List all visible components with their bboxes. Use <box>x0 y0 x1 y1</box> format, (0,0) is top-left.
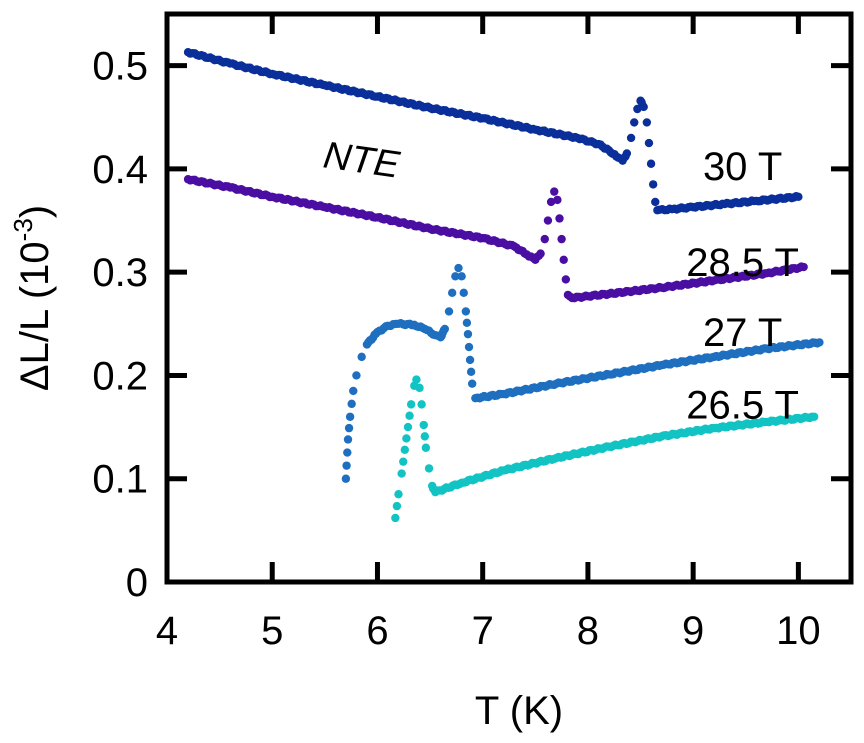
data-point <box>357 352 366 362</box>
y-tick-label: 0.2 <box>92 354 148 398</box>
data-point <box>399 457 408 466</box>
y-axis-title-exponent: -3 <box>8 218 38 241</box>
data-point <box>646 159 656 168</box>
data-point <box>559 255 568 264</box>
data-point <box>415 383 424 393</box>
series-layer <box>183 48 824 523</box>
data-point <box>557 234 566 244</box>
data-point <box>459 288 468 298</box>
data-point <box>440 324 450 334</box>
data-point <box>461 307 471 316</box>
y-axis-title-close: ) <box>13 205 57 218</box>
series-label: 27 T <box>703 311 782 355</box>
x-tick-label: 9 <box>682 609 704 653</box>
data-point <box>451 272 460 281</box>
data-point <box>421 443 431 452</box>
data-point <box>444 307 454 316</box>
data-point <box>349 386 358 396</box>
data-point <box>341 474 351 483</box>
series-26-5-T <box>391 375 819 523</box>
data-point <box>799 262 808 272</box>
data-point <box>406 400 416 409</box>
data-point <box>447 288 457 298</box>
data-point <box>540 234 549 244</box>
series-30-T <box>183 48 803 215</box>
data-point <box>815 338 824 347</box>
data-point <box>550 187 559 196</box>
data-point <box>648 180 658 189</box>
data-point <box>420 432 430 441</box>
x-tick-label: 4 <box>156 609 178 653</box>
y-tick-label: 0.5 <box>92 45 148 89</box>
data-point <box>463 329 473 339</box>
data-point <box>405 411 414 420</box>
data-point <box>622 149 632 158</box>
y-tick-label: 0.1 <box>92 458 148 502</box>
data-point <box>639 102 648 112</box>
y-tick-label: 0.4 <box>92 148 148 192</box>
series-label: 26.5 T <box>686 383 799 427</box>
data-point <box>394 490 403 499</box>
data-point <box>391 513 400 523</box>
data-point <box>392 501 402 511</box>
nte-annotation: NTE <box>321 134 403 186</box>
data-point <box>417 400 426 409</box>
data-point <box>412 375 421 384</box>
data-point <box>543 216 553 225</box>
y-axis-title: ΔL/L (10-3) <box>8 205 57 391</box>
data-point <box>343 448 352 457</box>
x-tick-label: 7 <box>472 609 494 653</box>
series-27-T <box>341 263 824 483</box>
data-point <box>561 275 571 284</box>
data-point <box>454 263 463 273</box>
data-point <box>642 118 652 127</box>
series-label: 28.5 T <box>686 241 799 285</box>
data-point <box>400 445 410 455</box>
y-axis-title-main: ΔL/L (10 <box>13 241 57 391</box>
data-point <box>794 192 803 201</box>
data-point <box>464 342 474 352</box>
data-point <box>402 434 411 443</box>
data-point <box>462 318 472 327</box>
data-point <box>651 197 660 207</box>
data-point <box>555 214 564 223</box>
data-point <box>626 133 636 143</box>
data-point <box>344 423 354 433</box>
labels-layer: 4 5 6 7 8 9 10 0 0.1 0.2 0.3 0.4 0.5 30 T 28.5 T 27 T 26… <box>92 45 820 653</box>
data-point <box>457 272 466 281</box>
y-tick-label: 0 <box>126 561 148 605</box>
x-tick-label: 6 <box>366 609 388 653</box>
data-point <box>345 412 355 421</box>
data-point <box>644 138 654 148</box>
x-axis-title: T (K) <box>475 689 563 733</box>
data-point <box>419 420 428 430</box>
x-tick-label: 5 <box>261 609 283 653</box>
data-point <box>403 422 413 432</box>
data-point <box>630 118 639 127</box>
axes-frame <box>164 11 854 585</box>
series-28-5-T <box>183 175 808 303</box>
data-point <box>536 249 545 258</box>
data-point <box>546 197 556 207</box>
series-label: 30 T <box>703 145 782 189</box>
data-point <box>809 412 819 421</box>
data-point <box>465 355 475 365</box>
x-tick-label: 8 <box>577 609 599 653</box>
data-point <box>342 461 351 470</box>
data-point <box>352 371 361 380</box>
data-point <box>466 367 476 377</box>
data-point <box>553 195 562 205</box>
data-point <box>343 435 353 444</box>
data-point <box>467 379 477 388</box>
x-tick-label: 10 <box>776 609 821 653</box>
data-point <box>424 464 434 473</box>
ticks-layer <box>167 14 851 582</box>
data-point <box>347 399 356 409</box>
data-point <box>397 469 406 478</box>
y-tick-label: 0.3 <box>92 251 148 295</box>
